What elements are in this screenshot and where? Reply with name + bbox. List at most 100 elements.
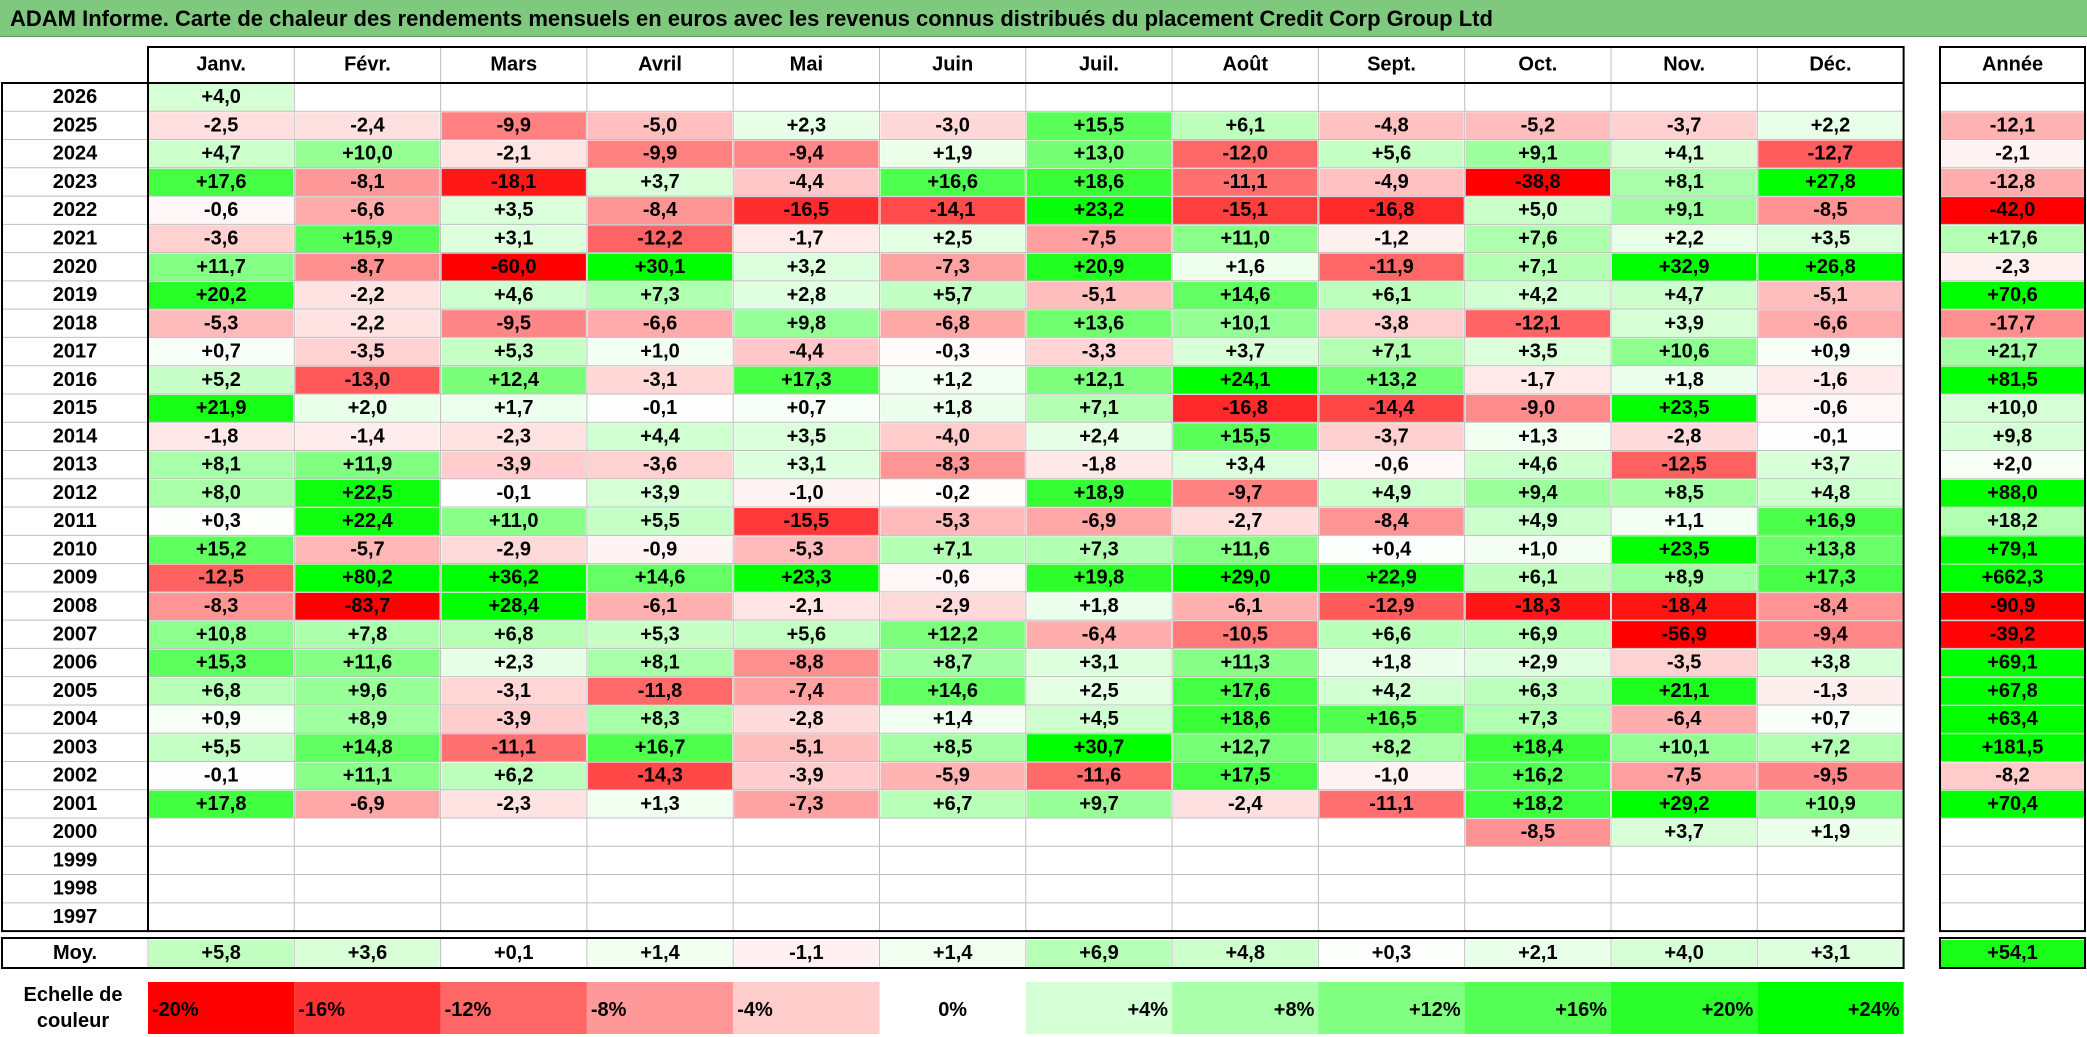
heatmap-cell — [441, 621, 586, 649]
heatmap-cell — [1026, 197, 1172, 225]
heatmap-cell — [1173, 564, 1318, 592]
average-label: Moy. — [53, 942, 97, 964]
cell-value: -12,7 — [1808, 143, 1854, 165]
heatmap-cell — [295, 225, 440, 253]
heatmap-cell — [1173, 819, 1318, 847]
cell-value: -1,8 — [204, 425, 238, 447]
cell-value: +11,1 — [343, 765, 393, 787]
annual-value: +662,3 — [1982, 567, 2044, 589]
cell-value: +23,5 — [1659, 538, 1710, 560]
heatmap-cell — [1319, 394, 1464, 423]
heatmap-cell — [295, 479, 440, 508]
scale-label: couleur — [37, 1010, 109, 1032]
cell-value: -3,5 — [350, 341, 384, 363]
cell-value: -7,5 — [1082, 227, 1116, 249]
cell-value: -2,1 — [789, 595, 823, 617]
heatmap-cell — [880, 112, 1025, 140]
heatmap-cell — [880, 140, 1025, 168]
cell-value: -2,8 — [1667, 425, 1701, 447]
scale-label-value: -16% — [298, 999, 345, 1021]
cell-value: +0,7 — [1811, 708, 1850, 730]
cell-value: -11,6 — [1077, 765, 1121, 787]
cell-value: +11,3 — [1220, 652, 1270, 674]
heatmap-cell — [295, 253, 440, 281]
heatmap-cell — [149, 677, 294, 705]
cell-value: -3,5 — [1667, 652, 1701, 674]
heatmap-labels: Janv. Févr. Mars Avril Mai Juin Juil. Août Sept.… — [24, 54, 2044, 1033]
heatmap-cell — [1612, 649, 1757, 677]
cell-value: +11,9 — [343, 454, 393, 476]
cell-value: +12,7 — [1220, 736, 1271, 758]
annual-value: +63,4 — [1987, 708, 2038, 730]
cell-value: -8,5 — [1813, 199, 1847, 221]
heatmap-cell — [1465, 903, 1610, 932]
heatmap-cell — [1758, 705, 1903, 734]
cell-value: +1,7 — [494, 397, 533, 419]
heatmap-cell — [1173, 225, 1318, 253]
year-label: 2011 — [53, 510, 96, 532]
year-label: 2021 — [53, 227, 98, 249]
heatmap-cell — [880, 564, 1025, 592]
month-header: Mai — [790, 54, 823, 76]
heatmap-cell — [1026, 84, 1172, 112]
heatmap-cell — [1758, 310, 1903, 338]
heatmap-cell — [1319, 705, 1464, 734]
cell-value: +2,9 — [1518, 652, 1557, 674]
heatmap-cell — [880, 253, 1025, 281]
cell-value: -2,8 — [789, 708, 823, 730]
heatmap-cell — [587, 84, 733, 112]
heatmap-cell — [1026, 592, 1172, 621]
scale-label-value: +20% — [1702, 999, 1754, 1021]
average-value: -1,1 — [789, 942, 823, 964]
cell-value: -56,9 — [1661, 623, 1707, 645]
cell-value: -7,5 — [1667, 765, 1701, 787]
heatmap-cell — [295, 112, 440, 140]
heatmap-cell — [1026, 734, 1172, 762]
heatmap-cell — [587, 790, 733, 819]
cell-value: +23,3 — [781, 567, 832, 589]
heatmap-cell — [295, 592, 440, 621]
cell-value: +1,1 — [1664, 510, 1703, 532]
heatmap-cell — [295, 790, 440, 819]
cell-value: +9,7 — [1079, 793, 1118, 815]
heatmap-cell — [1612, 338, 1757, 366]
cell-value: +10,9 — [1805, 793, 1856, 815]
cell-value: +9,8 — [787, 312, 826, 334]
cell-value: +4,6 — [1518, 454, 1557, 476]
cell-value: +8,9 — [1664, 567, 1703, 589]
cell-value: -3,3 — [1082, 341, 1116, 363]
month-header: Janv. — [196, 54, 246, 76]
cell-value: +3,5 — [494, 199, 533, 221]
average-cell — [1173, 940, 1318, 967]
heatmap-cell — [1612, 479, 1757, 508]
cell-value: -2,2 — [350, 312, 384, 334]
cell-value: +16,6 — [927, 171, 978, 193]
cell-value: -18,4 — [1661, 595, 1707, 617]
cell-value: +11,0 — [1220, 227, 1270, 249]
cell-value: -11,9 — [1369, 256, 1413, 278]
heatmap-cell — [587, 847, 733, 875]
scale-label-value: +8% — [1274, 999, 1315, 1021]
cell-value: +24,1 — [1220, 369, 1271, 391]
heatmap-cell — [734, 394, 879, 423]
cell-value: -7,3 — [789, 793, 823, 815]
cell-value: -6,6 — [350, 199, 384, 221]
cell-value: +19,8 — [1074, 567, 1125, 589]
cell-value: -0,1 — [1813, 425, 1847, 447]
heatmap-cell — [1319, 649, 1464, 677]
annual-value: +21,7 — [1987, 341, 2038, 363]
cell-value: -3,9 — [497, 454, 531, 476]
scale-swatch — [148, 982, 295, 1034]
heatmap-cell — [1026, 253, 1172, 281]
cell-value: +13,0 — [1074, 143, 1125, 165]
cell-value: +5,2 — [201, 369, 240, 391]
heatmap-cell — [295, 394, 440, 423]
heatmap-cell — [441, 225, 586, 253]
heatmap-cell — [734, 508, 879, 536]
annual-value: -12,8 — [1990, 171, 2036, 193]
heatmap-cell — [1319, 338, 1464, 366]
cell-value: +4,7 — [201, 143, 240, 165]
annual-cell — [1941, 875, 2084, 903]
heatmap-cell — [587, 168, 733, 197]
average-cell — [1758, 940, 1903, 967]
